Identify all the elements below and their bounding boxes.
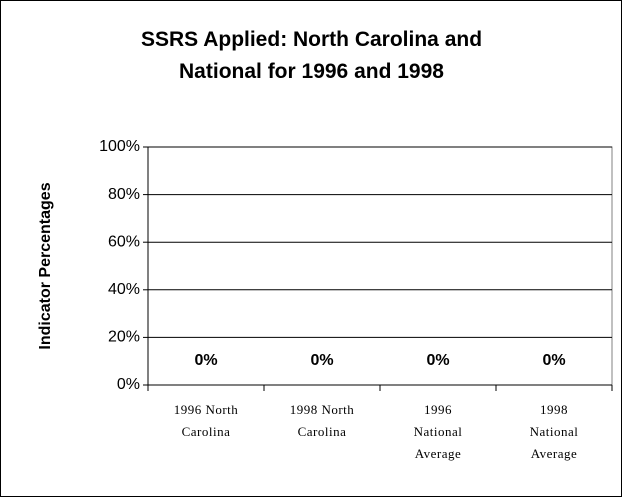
y-tick-label: 60% xyxy=(108,233,140,250)
x-tick-label: 1996 National Average xyxy=(413,402,463,461)
data-label: 0% xyxy=(310,352,333,369)
y-tick-label: 40% xyxy=(108,281,140,298)
x-tick-label: 1998 North Carolina xyxy=(289,402,355,439)
x-tick-label: 1998 National Average xyxy=(529,402,579,461)
plot-area xyxy=(147,146,613,386)
data-label: 0% xyxy=(542,352,565,369)
y-tick-label: 100% xyxy=(99,138,140,155)
y-axis-label: Indicator Percentages xyxy=(37,182,54,349)
y-tick-label: 80% xyxy=(108,186,140,203)
chart-title: SSRS Applied: North Carolina and Nationa… xyxy=(140,28,483,83)
x-tick-label: 1996 North Carolina xyxy=(173,402,239,439)
y-tick-label: 0% xyxy=(117,376,140,393)
data-label: 0% xyxy=(426,352,449,369)
data-label: 0% xyxy=(194,352,217,369)
y-tick-label: 20% xyxy=(108,329,140,346)
